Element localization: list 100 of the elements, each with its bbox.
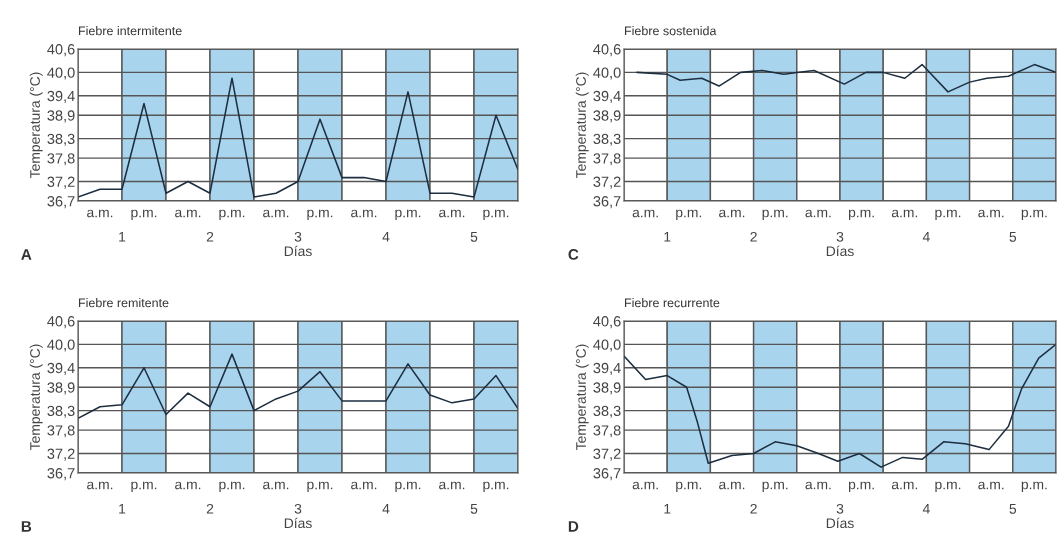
x-tick-label: 5 [1009, 504, 1017, 514]
y-tick-label: 39,4 [593, 362, 621, 375]
y-axis-title: Temperatura (°C) [575, 72, 589, 179]
y-tick-label: 40,0 [593, 339, 621, 352]
band-label: p.m. [307, 209, 333, 221]
y-tick-label: 38,3 [47, 133, 75, 146]
band-label: p.m. [483, 209, 509, 221]
y-tick-label: 38,9 [47, 110, 75, 123]
band-label: p.m. [131, 481, 157, 493]
x-tick-label: 5 [1009, 232, 1017, 242]
band-label: p.m. [848, 209, 874, 221]
y-tick-label: 36,7 [47, 196, 75, 209]
band-label: a.m. [87, 481, 113, 490]
x-axis-title: Días [284, 245, 312, 257]
x-tick-label: 2 [750, 503, 757, 514]
x-tick-label: 5 [470, 232, 478, 242]
band-label: a.m. [263, 209, 289, 218]
band-label: a.m. [263, 481, 289, 490]
band-label: p.m. [395, 481, 421, 493]
chart-title: Fiebre intermitente [79, 26, 182, 36]
x-tick-label: 2 [206, 503, 214, 514]
y-tick-label: 40,6 [593, 44, 621, 57]
line-series [624, 343, 1056, 468]
band-label: p.m. [676, 481, 702, 493]
text: D [568, 521, 579, 532]
band-label: p.m. [762, 481, 788, 493]
band-label: p.m. [935, 209, 961, 221]
band-label: a.m. [978, 481, 1004, 490]
y-axis-title: Temperatura (°C) [29, 344, 43, 451]
x-tick-label: 4 [382, 504, 390, 514]
y-tick-label: 38,9 [593, 382, 621, 395]
band-label: a.m. [632, 209, 658, 218]
band-label: a.m. [891, 481, 918, 490]
chart-title: Fiebre recurrente [625, 298, 720, 308]
y-tick-label: 40,0 [593, 67, 621, 80]
y-tick-label: 38,9 [47, 382, 75, 395]
x-tick-label: 1 [664, 232, 671, 242]
band-label: p.m. [131, 209, 157, 221]
y-tick-label: 40,6 [593, 316, 621, 329]
y-tick-label: 37,2 [593, 448, 621, 461]
band-label: a.m. [351, 481, 377, 490]
y-tick-label: 38,3 [47, 405, 75, 418]
band-label: p.m. [676, 209, 702, 221]
y-tick-label: 37,2 [593, 176, 621, 189]
y-tick-label: 40,0 [47, 339, 75, 352]
band-label: a.m. [87, 209, 113, 218]
y-tick-label: 36,7 [593, 196, 621, 209]
y-tick-label: 37,8 [593, 425, 621, 438]
text: A [21, 249, 32, 260]
band-label: p.m. [219, 481, 245, 493]
y-axis-title: Temperatura (°C) [29, 72, 43, 179]
band-label: p.m. [935, 481, 961, 493]
band-label: p.m. [219, 209, 245, 221]
y-tick-label: 37,2 [47, 176, 75, 189]
band-label: a.m. [632, 481, 658, 490]
band-label: a.m. [805, 209, 831, 218]
band-label: p.m. [848, 481, 874, 493]
x-tick-label: 2 [206, 231, 214, 242]
band-label: p.m. [395, 209, 421, 221]
y-tick-label: 36,7 [593, 468, 621, 481]
y-axis-title: Temperatura (°C) [575, 344, 589, 451]
band-label: a.m. [719, 209, 745, 218]
band-label: p.m. [762, 209, 788, 221]
x-axis-title: Días [826, 245, 854, 257]
x-tick-label: 3 [294, 503, 302, 514]
band-label: p.m. [1021, 209, 1047, 221]
y-tick-label: 39,4 [47, 90, 75, 103]
x-tick-label: 4 [382, 232, 390, 242]
y-tick-label: 40,6 [47, 316, 75, 329]
band-label: p.m. [483, 481, 509, 493]
band-label: p.m. [307, 481, 333, 493]
x-tick-label: 3 [836, 503, 844, 514]
y-tick-label: 36,7 [47, 468, 75, 481]
y-tick-label: 38,3 [593, 133, 621, 146]
x-tick-label: 4 [922, 504, 930, 514]
chart-title: Fiebre sostenida [625, 26, 717, 36]
band-label: a.m. [439, 209, 465, 218]
y-tick-label: 39,4 [47, 362, 75, 375]
y-tick-label: 39,4 [593, 90, 621, 103]
y-tick-label: 37,8 [47, 153, 75, 166]
line-series [78, 353, 518, 420]
text: B [21, 521, 32, 532]
band-label: p.m. [1021, 481, 1047, 493]
x-tick-label: 5 [470, 504, 478, 514]
x-tick-label: 1 [119, 232, 126, 242]
band-label: a.m. [978, 209, 1004, 218]
x-tick-label: 4 [922, 232, 930, 242]
band-label: a.m. [175, 481, 201, 490]
band-label: a.m. [175, 209, 201, 218]
y-tick-label: 37,8 [593, 153, 621, 166]
y-tick-label: 37,2 [47, 448, 75, 461]
band-label: a.m. [351, 209, 377, 218]
y-tick-label: 37,8 [47, 425, 75, 438]
x-axis-title: Días [826, 517, 854, 529]
x-tick-label: 1 [119, 504, 126, 514]
x-tick-label: 3 [836, 231, 844, 242]
text: C [568, 249, 579, 260]
y-tick-label: 38,9 [593, 110, 621, 123]
line-series [636, 63, 1056, 93]
y-tick-label: 40,6 [47, 44, 75, 57]
